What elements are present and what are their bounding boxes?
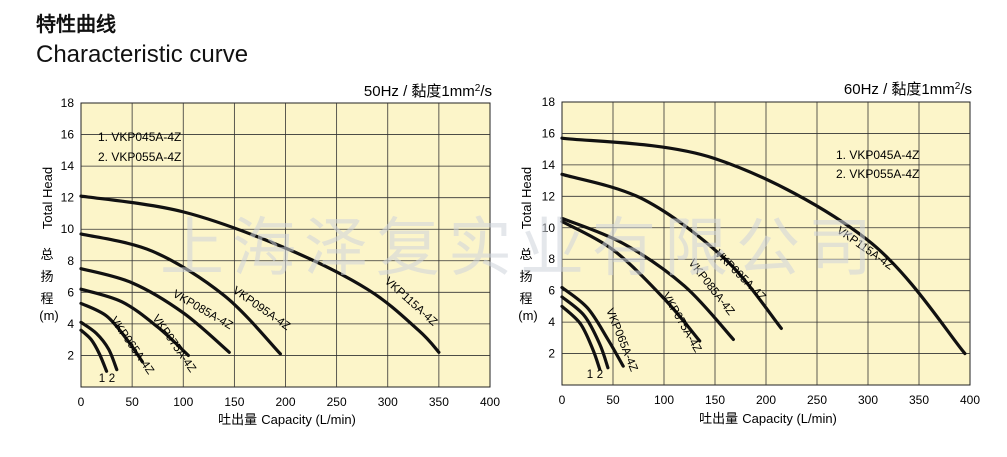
y-axis-label-cn: 程	[519, 292, 532, 307]
y-tick-label: 10	[542, 221, 556, 235]
y-axis-label-cn: 总	[519, 248, 532, 263]
x-axis-label-cn: 吐出量	[699, 412, 742, 427]
y-tick-label: 12	[542, 189, 556, 203]
y-axis-label-en: Total Head	[40, 167, 55, 229]
series-number-label: 1	[99, 373, 105, 385]
series-line-vkp065a-4z	[79, 301, 144, 364]
x-axis-label-cn: 吐出量	[218, 413, 261, 428]
series-line-2	[560, 295, 610, 370]
y-tick-label: 6	[548, 284, 555, 298]
chart-title-main: 50Hz / 黏度1mm	[364, 83, 475, 100]
y-tick-label: 10	[61, 222, 75, 236]
x-tick-label: 300	[378, 395, 398, 409]
page-title-cn: 特性曲线	[36, 12, 116, 36]
chart-title-end: /s	[480, 83, 492, 100]
y-axis-label-cn: 程	[40, 292, 53, 307]
y-axis-label-cn: 扬	[519, 270, 532, 285]
series-number-label: 2	[597, 369, 603, 381]
y-tick-label: 8	[67, 254, 74, 268]
series-line-vkp085a-4z	[560, 216, 735, 342]
chart-title: 60Hz / 黏度1mm2/s	[844, 81, 972, 99]
x-tick-label: 150	[705, 393, 725, 407]
y-tick-label: 2	[67, 348, 74, 362]
y-axis-unit: (m)	[39, 308, 59, 323]
x-tick-label: 200	[756, 393, 776, 407]
series-line-vkp095a-4z	[79, 232, 282, 356]
series-line-vkp065a-4z	[560, 285, 625, 368]
y-tick-label: 18	[542, 95, 556, 109]
series-number-label: 2	[109, 373, 115, 385]
x-tick-label: 50	[125, 395, 139, 409]
y-tick-label: 16	[542, 126, 556, 140]
legend-entry: 1. VKP045A-4Z	[836, 148, 919, 162]
legend-entry: 2. VKP055A-4Z	[98, 150, 181, 164]
x-tick-label: 100	[654, 393, 674, 407]
x-tick-label: 0	[78, 395, 85, 409]
series-line-vkp115a-4z	[79, 194, 441, 354]
y-tick-label: 18	[61, 96, 75, 110]
chart-title-end: /s	[960, 81, 972, 98]
y-tick-label: 8	[548, 252, 555, 266]
chart-title-sup: 2	[475, 83, 481, 94]
series-line-vkp075a-4z	[560, 219, 702, 343]
x-tick-label: 100	[173, 395, 193, 409]
x-tick-label: 400	[480, 395, 500, 409]
y-tick-label: 12	[61, 191, 75, 205]
y-tick-label: 4	[548, 315, 555, 329]
series-line-1	[560, 304, 602, 371]
series-line-vkp075a-4z	[79, 287, 190, 358]
x-axis-label-en: Capacity (L/min)	[261, 412, 356, 427]
x-axis-label-en: Capacity (L/min)	[742, 411, 837, 426]
x-tick-label: 350	[429, 395, 449, 409]
chart-title: 50Hz / 黏度1mm2/s	[364, 83, 492, 101]
page-title-en: Characteristic curve	[36, 41, 249, 68]
y-tick-label: 16	[61, 128, 75, 142]
chart-60hz: 0 50 100 150 200 250 300 350 4002468101214161860…	[518, 81, 980, 428]
watermark-text: 上海泽复实业有限公司	[160, 212, 880, 286]
x-axis-label: 吐出量 Capacity (L/min)	[218, 412, 356, 428]
chart-title-main: 60Hz / 黏度1mm	[844, 81, 955, 98]
y-axis-label-cn: 总	[40, 248, 53, 263]
x-tick-label: 150	[224, 395, 244, 409]
x-tick-label: 250	[327, 395, 347, 409]
x-tick-label: 50	[606, 393, 620, 407]
x-tick-label: 250	[807, 393, 827, 407]
series-line-1	[79, 328, 109, 373]
series-number-label: 1	[587, 369, 593, 381]
y-tick-label: 4	[67, 317, 74, 331]
series-line-vkp115a-4z	[560, 136, 967, 356]
x-tick-label: 350	[909, 393, 929, 407]
y-tick-label: 6	[67, 285, 74, 299]
legend-entry: 2. VKP055A-4Z	[836, 167, 919, 181]
chart-50hz: 0 50 100 150 200 250 300 350 4002468101214161850…	[39, 83, 500, 429]
y-tick-label: 14	[61, 159, 75, 173]
x-axis-label: 吐出量 Capacity (L/min)	[699, 411, 837, 427]
y-axis-label-cn: 扬	[40, 270, 53, 285]
y-axis-unit: (m)	[518, 308, 538, 323]
x-tick-label: 200	[275, 395, 295, 409]
series-line-2	[79, 320, 119, 372]
x-tick-label: 300	[858, 393, 878, 407]
series-line-vkp085a-4z	[79, 267, 231, 354]
chart-title-sup: 2	[955, 81, 961, 92]
legend-entry: 1. VKP045A-4Z	[98, 130, 181, 144]
x-tick-label: 400	[960, 393, 980, 407]
x-tick-label: 0	[559, 393, 566, 407]
y-tick-label: 14	[542, 158, 556, 172]
y-tick-label: 2	[548, 347, 555, 361]
y-axis-label-en: Total Head	[519, 167, 534, 229]
series-line-vkp095a-4z	[560, 172, 783, 330]
